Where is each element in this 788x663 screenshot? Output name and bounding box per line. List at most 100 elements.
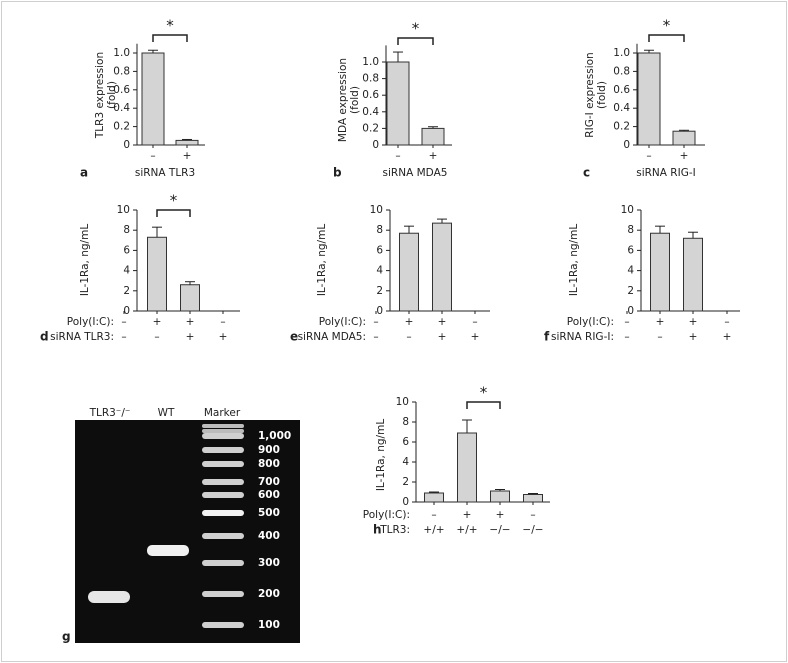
error-bar bbox=[655, 225, 665, 234]
x-axis-label: siRNA RIG-I bbox=[636, 167, 695, 179]
x-tick-label: + bbox=[219, 331, 228, 343]
significance-bracket bbox=[397, 37, 434, 45]
x-tick-label: – bbox=[657, 331, 662, 343]
panel-letter: e bbox=[290, 330, 298, 344]
y-tick-label: 8 bbox=[627, 224, 634, 236]
x-tick-label: + bbox=[405, 316, 414, 328]
x-tick-label: +/+ bbox=[423, 524, 444, 536]
y-tick-label: 1.0 bbox=[113, 47, 130, 59]
x-tick-label: + bbox=[186, 316, 195, 328]
x-axis-label: siRNA TLR3 bbox=[135, 167, 195, 179]
error-bar bbox=[182, 138, 192, 141]
y-tick-label: 0.8 bbox=[613, 65, 630, 77]
error-bar bbox=[688, 231, 698, 239]
x-tick-label: – bbox=[530, 509, 535, 521]
y-tick-label: 10 bbox=[117, 204, 130, 216]
marker-label: 600 bbox=[258, 489, 280, 501]
y-tick-label: 6 bbox=[123, 244, 130, 256]
error-bar bbox=[495, 489, 505, 491]
bar bbox=[180, 284, 200, 312]
y-tick-label: 6 bbox=[376, 244, 383, 256]
y-axis-label: RIG-I expression bbox=[584, 52, 596, 137]
row-label: siRNA TLR3: bbox=[50, 331, 114, 343]
marker-band bbox=[202, 510, 244, 516]
y-tick-label: 0.4 bbox=[362, 106, 379, 118]
error-bar bbox=[644, 49, 654, 53]
y-tick-label: 10 bbox=[396, 396, 409, 408]
error-bar bbox=[679, 129, 689, 132]
panel-letter: f bbox=[544, 330, 550, 344]
sample-band bbox=[88, 591, 130, 603]
marker-band bbox=[202, 560, 244, 566]
y-tick-label: 0 bbox=[123, 305, 130, 317]
y-tick-label: 1.0 bbox=[613, 47, 630, 59]
y-axis-label: IL-1Ra, ng/mL bbox=[568, 224, 580, 296]
x-tick-label: + bbox=[689, 331, 698, 343]
marker-label: 200 bbox=[258, 588, 280, 600]
lane-label: Marker bbox=[204, 407, 241, 419]
bar bbox=[399, 232, 419, 312]
x-axis-label: siRNA MDA5 bbox=[383, 167, 448, 179]
panel-letter: d bbox=[40, 330, 49, 344]
y-axis-label: (fold) bbox=[349, 86, 361, 114]
row-label: Poly(I:C): bbox=[319, 316, 366, 328]
lane-label: WT bbox=[158, 407, 175, 419]
y-tick-label: 0 bbox=[402, 496, 409, 508]
marker-band bbox=[202, 479, 244, 485]
significance-label: * bbox=[663, 17, 671, 35]
x-tick-label: + bbox=[153, 316, 162, 328]
bar bbox=[386, 61, 410, 146]
y-tick-label: 2 bbox=[123, 285, 130, 297]
marker-band bbox=[202, 424, 244, 428]
x-tick-label: −/− bbox=[522, 524, 543, 536]
y-axis-label: IL-1Ra, ng/mL bbox=[79, 224, 91, 296]
x-tick-label: – bbox=[624, 316, 629, 328]
y-axis-label: IL-1Ra, ng/mL bbox=[375, 419, 387, 491]
y-tick-label: 8 bbox=[123, 224, 130, 236]
y-tick-label: 0.4 bbox=[113, 102, 130, 114]
error-bar bbox=[428, 126, 438, 129]
y-tick-label: 0 bbox=[623, 139, 630, 151]
x-tick-label: – bbox=[724, 316, 729, 328]
x-tick-label: – bbox=[154, 331, 159, 343]
panel-letter: a bbox=[80, 166, 88, 180]
marker-band bbox=[202, 429, 244, 433]
y-tick-label: 0 bbox=[123, 139, 130, 151]
significance-label: * bbox=[170, 192, 178, 210]
marker-label: 800 bbox=[258, 458, 280, 470]
y-tick-label: 0.2 bbox=[362, 122, 379, 134]
bar bbox=[421, 127, 445, 146]
bar bbox=[147, 236, 167, 312]
gel-image bbox=[75, 420, 300, 643]
y-tick-label: 6 bbox=[402, 436, 409, 448]
x-tick-label: + bbox=[689, 316, 698, 328]
significance-label: * bbox=[412, 20, 420, 38]
bar bbox=[490, 490, 510, 503]
x-tick-label: – bbox=[150, 150, 155, 162]
x-tick-label: + bbox=[183, 150, 192, 162]
row-label: Poly(I:C): bbox=[567, 316, 614, 328]
y-tick-label: 4 bbox=[123, 265, 130, 277]
row-label: siRNA RIG-I: bbox=[551, 331, 614, 343]
marker-label: 400 bbox=[258, 530, 280, 542]
x-tick-label: – bbox=[373, 331, 378, 343]
x-tick-label: – bbox=[395, 150, 400, 162]
x-tick-label: – bbox=[121, 331, 126, 343]
bar bbox=[432, 222, 452, 312]
y-tick-label: 0.6 bbox=[362, 89, 379, 101]
y-tick-label: 1.0 bbox=[362, 56, 379, 68]
x-tick-label: + bbox=[438, 331, 447, 343]
x-tick-label: + bbox=[186, 331, 195, 343]
bar bbox=[457, 432, 477, 503]
y-axis-label: IL-1Ra, ng/mL bbox=[316, 224, 328, 296]
error-bar bbox=[462, 419, 472, 433]
panel-letter: b bbox=[333, 166, 342, 180]
y-tick-label: 0.4 bbox=[613, 102, 630, 114]
y-axis-label: (fold) bbox=[596, 81, 608, 109]
row-label: Poly(I:C): bbox=[67, 316, 114, 328]
y-axis-label: MDA expression bbox=[337, 58, 349, 142]
panel-letter: g bbox=[62, 630, 71, 644]
y-tick-label: 8 bbox=[376, 224, 383, 236]
marker-label: 700 bbox=[258, 476, 280, 488]
